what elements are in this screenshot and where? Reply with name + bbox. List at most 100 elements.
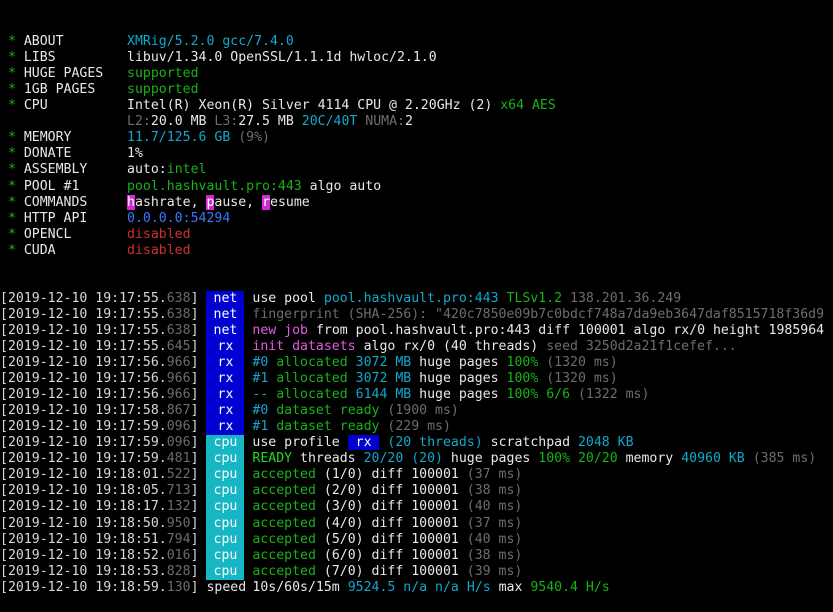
info-value: supported bbox=[127, 82, 198, 97]
text-segment: (7/0) diff 100001 bbox=[315, 563, 467, 579]
text-segment: (40 ms) bbox=[466, 531, 523, 547]
info-key: OPENCL bbox=[23, 226, 128, 242]
log-timestamp-ms: 016 bbox=[166, 547, 191, 563]
log-row: [2019-12-10 19:17:56.966] rx #0 allocate… bbox=[0, 355, 833, 372]
log-timestamp-ms: 966 bbox=[166, 387, 191, 403]
text-segment: ashrate, bbox=[135, 194, 207, 210]
text-segment: intel bbox=[166, 162, 207, 178]
log-channel-badge: cpu bbox=[206, 563, 245, 580]
info-row: * CPU Intel(R) Xeon(R) Silver 4114 CPU @… bbox=[0, 98, 833, 114]
log-timestamp: [2019-12-10 19:17:58. bbox=[0, 403, 167, 419]
log-timestamp-ms: 522 bbox=[166, 467, 191, 483]
text-segment: #1 bbox=[252, 419, 277, 435]
text-segment: allocated bbox=[276, 387, 356, 403]
log-timestamp: [2019-12-10 19:17:55. bbox=[0, 338, 167, 354]
log-channel-badge: rx bbox=[206, 371, 245, 388]
log-timestamp-end: ] bbox=[190, 371, 207, 387]
log-timestamp: [2019-12-10 19:17:56. bbox=[0, 387, 167, 403]
text-segment: 138.201.36.249 bbox=[570, 290, 682, 306]
log-message: accepted (3/0) diff 100001 (40 ms) bbox=[252, 499, 522, 514]
log-channel-badge: rx bbox=[206, 338, 245, 356]
text-segment: algo bbox=[355, 338, 404, 354]
info-key: ABOUT bbox=[23, 34, 128, 50]
text-segment: max bbox=[490, 579, 531, 595]
log-timestamp: [2019-12-10 19:17:59. bbox=[0, 419, 167, 435]
log-timestamp: [2019-12-10 19:17:59. bbox=[0, 451, 167, 467]
text-segment: 9540.4 H/s bbox=[530, 579, 610, 595]
text-segment: disabled bbox=[127, 226, 191, 242]
text-segment: rx bbox=[347, 435, 380, 451]
log-message: -- allocated 6144 MB huge pages 100% 6/6… bbox=[252, 387, 649, 402]
info-value: libuv/1.34.0 OpenSSL/1.1.1d hwloc/2.1.0 bbox=[127, 50, 437, 65]
log-timestamp-end: ] bbox=[190, 306, 207, 322]
log-message: use pool pool.hashvault.pro:443 TLSv1.2 … bbox=[252, 291, 681, 306]
text-segment: 1% bbox=[127, 146, 143, 162]
info-key: POOL #1 bbox=[23, 178, 128, 194]
text-segment: (1900 ms) bbox=[387, 403, 459, 419]
bullet-icon: * bbox=[0, 82, 24, 98]
log-message: accepted (4/0) diff 100001 (37 ms) bbox=[252, 516, 522, 531]
text-segment: (2/0) diff 100001 bbox=[315, 483, 467, 499]
log-timestamp-ms: 828 bbox=[166, 563, 191, 579]
log-row: [2019-12-10 19:17:56.966] rx #1 allocate… bbox=[0, 371, 833, 388]
text-segment: (1322 ms) bbox=[577, 387, 650, 403]
log-row: [2019-12-10 19:18:52.016] cpu accepted (… bbox=[0, 547, 833, 564]
text-segment: (1/0) diff 100001 bbox=[315, 467, 467, 483]
log-message: accepted (6/0) diff 100001 (38 ms) bbox=[252, 548, 522, 563]
text-segment: rx/0 bbox=[673, 322, 713, 338]
text-segment: (37 ms) bbox=[466, 515, 523, 531]
text-segment: 1985964 bbox=[768, 322, 825, 338]
info-row: * ABOUT XMRig/5.2.0 gcc/7.4.0 bbox=[0, 34, 833, 50]
log-row: [2019-12-10 19:17:58.867] rx #0 dataset … bbox=[0, 403, 833, 420]
text-segment: 100% 20/20 bbox=[538, 451, 618, 467]
log-row: [2019-12-10 19:18:53.828] cpu accepted (… bbox=[0, 563, 833, 580]
log-message: accepted (1/0) diff 100001 (37 ms) bbox=[252, 467, 522, 482]
log-timestamp: [2019-12-10 19:18:51. bbox=[0, 531, 167, 547]
text-segment: x64 AES bbox=[500, 98, 556, 114]
log-channel-badge: cpu bbox=[206, 467, 245, 484]
text-segment: (5/0) diff 100001 bbox=[315, 531, 467, 547]
bullet-icon: * bbox=[0, 66, 24, 82]
log-message: fingerprint (SHA-256): "420c7850e09b7c0b… bbox=[252, 307, 824, 322]
log-timestamp-end: ] bbox=[190, 338, 207, 354]
log-channel-badge: cpu bbox=[206, 515, 245, 532]
log-message: #0 dataset ready (1900 ms) bbox=[252, 403, 458, 418]
bullet-icon bbox=[0, 114, 24, 129]
text-segment: (38 ms) bbox=[466, 483, 523, 499]
log-row: [2019-12-10 19:17:59.481] cpu READY thre… bbox=[0, 451, 833, 468]
text-segment: height bbox=[712, 322, 769, 338]
text-segment: 100% bbox=[506, 355, 539, 371]
text-segment: from bbox=[315, 322, 356, 338]
text-segment: dataset ready bbox=[276, 419, 380, 435]
info-value: Intel(R) Xeon(R) Silver 4114 CPU @ 2.20G… bbox=[127, 98, 556, 113]
log-channel-badge: cpu bbox=[206, 483, 245, 500]
text-segment: 3072 MB bbox=[355, 371, 412, 387]
text-segment: 2048 KB bbox=[577, 435, 634, 451]
text-segment: -- bbox=[252, 387, 277, 403]
info-value: 11.7/125.6 GB (9%) bbox=[127, 130, 270, 145]
bullet-icon: * bbox=[0, 194, 24, 210]
log-timestamp-ms: 638 bbox=[166, 322, 191, 338]
info-row: * LIBS libuv/1.34.0 OpenSSL/1.1.1d hwloc… bbox=[0, 50, 833, 66]
log-timestamp-end: ] bbox=[190, 483, 207, 499]
text-segment: (20) bbox=[411, 451, 451, 467]
info-value: L2:20.0 MB L3:27.5 MB 20C/40T NUMA:2 bbox=[127, 114, 413, 129]
text-segment: esume bbox=[270, 194, 310, 210]
text-segment: r bbox=[262, 194, 271, 210]
text-segment: fingerprint (SHA-256): "420c7850e09b7c0b… bbox=[252, 306, 825, 322]
text-segment: (385 ms) bbox=[752, 451, 817, 467]
text-segment: H/s bbox=[466, 579, 491, 595]
text-segment: Intel(R) Xeon(R) Silver 4114 CPU @ 2.20G… bbox=[127, 98, 501, 114]
info-value: auto:intel bbox=[127, 162, 206, 177]
info-row: * HTTP API 0.0.0.0:54294 bbox=[0, 211, 833, 227]
text-segment: (3/0) diff 100001 bbox=[315, 499, 467, 515]
text-segment: 3072 MB bbox=[355, 355, 412, 371]
log-timestamp-end: ] bbox=[190, 515, 207, 531]
log-channel-badge: rx bbox=[206, 387, 245, 404]
text-segment: pool.hashvault.pro:443 bbox=[127, 178, 310, 194]
text-segment: 9524.5 bbox=[347, 579, 396, 595]
text-segment: #0 bbox=[252, 403, 277, 419]
log-message: accepted (7/0) diff 100001 (39 ms) bbox=[252, 564, 522, 579]
log-row: [2019-12-10 19:18:51.794] cpu accepted (… bbox=[0, 531, 833, 548]
